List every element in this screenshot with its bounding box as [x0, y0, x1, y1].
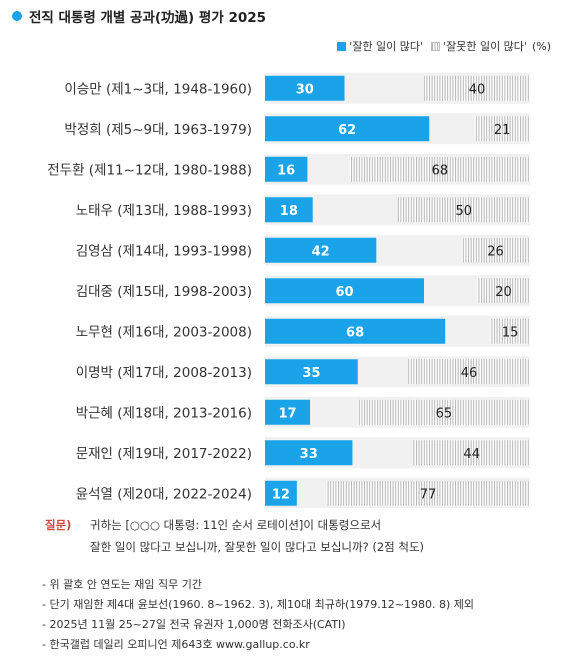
- legend-swatch-good: [337, 41, 347, 51]
- data-label-bad: 20: [495, 285, 512, 300]
- category-label: 이승만 (제1~3대, 1948-1960): [64, 81, 252, 97]
- bar-bad: [349, 156, 530, 182]
- chart-row: 노무현 (제16대, 2003-2008) 68 15: [76, 315, 530, 347]
- chart-row: 박정희 (제5~9대, 1963-1979) 62 21: [64, 113, 530, 145]
- data-label-good: 68: [346, 325, 364, 340]
- chart-row: 윤석열 (제20대, 2022-2024) 12 77: [76, 477, 530, 508]
- bar-bad: [397, 197, 530, 223]
- data-label-bad: 40: [469, 82, 486, 97]
- category-label: 박정희 (제5~9대, 1963-1979): [64, 122, 252, 138]
- data-label-good: 30: [296, 82, 314, 97]
- data-label-good: 62: [338, 123, 356, 138]
- category-label: 김영삼 (제14대, 1993-1998): [76, 243, 252, 259]
- category-label: 박근혜 (제18대, 2013-2016): [76, 405, 252, 421]
- category-label: 문재인 (제19대, 2017-2022): [76, 446, 252, 462]
- chart-row: 김영삼 (제14대, 1993-1998) 42 26: [76, 234, 530, 266]
- data-label-good: 17: [278, 406, 296, 421]
- bar-bad: [474, 116, 530, 142]
- chart-row: 박근혜 (제18대, 2013-2016) 17 65: [76, 396, 530, 428]
- bar-good: [265, 399, 311, 425]
- question-label: 질문): [45, 518, 72, 532]
- title-row: 전직 대통령 개별 공과(功過) 평가 2025: [12, 6, 266, 26]
- bar-good: [265, 440, 353, 466]
- category-label: 전두환 (제11~12대, 1980-1988): [47, 162, 252, 178]
- question-line-2: 잘한 일이 많다고 보십니까, 잘못한 일이 많다고 보십니까? (2점 척도): [90, 540, 425, 554]
- question-line-1: 귀하는 [○○○ 대통령: 11인 순서 로테이션]이 대통령으로서: [90, 518, 382, 532]
- data-label-good: 16: [277, 163, 295, 178]
- chart-title: 전직 대통령 개별 공과(功過) 평가 2025: [29, 10, 267, 26]
- bar-bad: [461, 237, 530, 263]
- data-label-good: 35: [302, 366, 320, 381]
- bar-bad: [408, 359, 530, 385]
- legend-label-good: '잘한 일이 많다': [349, 40, 424, 53]
- bar-good: [265, 318, 446, 344]
- category-label: 노태우 (제13대, 1988-1993): [76, 203, 252, 219]
- bar-bad: [477, 278, 530, 304]
- data-label-bad: 68: [432, 163, 449, 178]
- chart-row: 문재인 (제19대, 2017-2022) 33 44: [76, 437, 530, 469]
- bar-bad: [413, 440, 530, 466]
- data-label-bad: 46: [461, 366, 478, 381]
- bar-good: [265, 156, 308, 182]
- legend-label-bad: '잘못한 일이 많다': [443, 40, 527, 53]
- note-3: - 2025년 11월 25~27일 전국 유권자 1,000명 전화조사(CA…: [42, 618, 346, 631]
- category-label: 윤석열 (제20대, 2022-2024): [76, 486, 252, 502]
- bullet-dot-icon: [12, 11, 22, 21]
- category-label: 이명박 (제17대, 2008-2013): [76, 365, 252, 381]
- data-label-bad: 50: [455, 204, 472, 219]
- bar-bad: [357, 399, 530, 425]
- data-label-bad: 26: [487, 244, 504, 259]
- data-label-bad: 65: [436, 406, 453, 421]
- note-2: - 단기 재임한 제4대 윤보선(1960. 8~1962. 3), 제10대 …: [42, 598, 475, 611]
- bar-good: [265, 237, 377, 263]
- note-1: - 위 괄호 안 연도는 재임 직무 기간: [42, 578, 203, 591]
- chart-row: 김대중 (제15대, 1998-2003) 60 20: [76, 275, 530, 307]
- bar-bad: [325, 480, 530, 506]
- data-label-bad: 77: [420, 487, 437, 502]
- bar-good: [265, 480, 297, 506]
- bar-good: [265, 278, 424, 304]
- data-label-bad: 15: [502, 325, 519, 340]
- bar-good: [265, 359, 358, 385]
- category-label: 노무현 (제16대, 2003-2008): [76, 324, 252, 340]
- chart-row: 이승만 (제1~3대, 1948-1960) 30 40: [64, 72, 530, 104]
- data-label-good: 12: [272, 487, 290, 502]
- data-label-bad: 44: [463, 447, 480, 462]
- data-label-good: 33: [300, 447, 318, 462]
- bar-bad: [490, 318, 530, 344]
- data-label-bad: 21: [494, 123, 511, 138]
- chart-row: 노태우 (제13대, 1988-1993) 18 50: [76, 194, 530, 226]
- bar-good: [265, 116, 430, 142]
- legend-swatch-bad: [431, 41, 441, 51]
- data-label-good: 42: [312, 244, 330, 259]
- chart-svg: 이승만 (제1~3대, 1948-1960) 30 40 박정희 (제5~9대, 19…: [47, 72, 530, 508]
- note-4: - 한국갤럽 데일리 오피니언 제643호 www.gallup.co.kr: [42, 638, 310, 651]
- chart-row: 전두환 (제11~12대, 1980-1988) 16 68: [47, 153, 530, 185]
- bar-good: [265, 197, 313, 223]
- chart-row: 이명박 (제17대, 2008-2013) 35 46: [76, 356, 530, 388]
- data-label-good: 60: [335, 285, 353, 300]
- data-label-good: 18: [280, 204, 298, 219]
- legend: '잘한 일이 많다' '잘못한 일이 많다' (%): [337, 38, 551, 54]
- bar-good: [265, 75, 345, 101]
- bar-bad: [424, 75, 530, 101]
- category-label: 김대중 (제15대, 1998-2003): [76, 284, 252, 300]
- legend-unit: (%): [531, 39, 551, 53]
